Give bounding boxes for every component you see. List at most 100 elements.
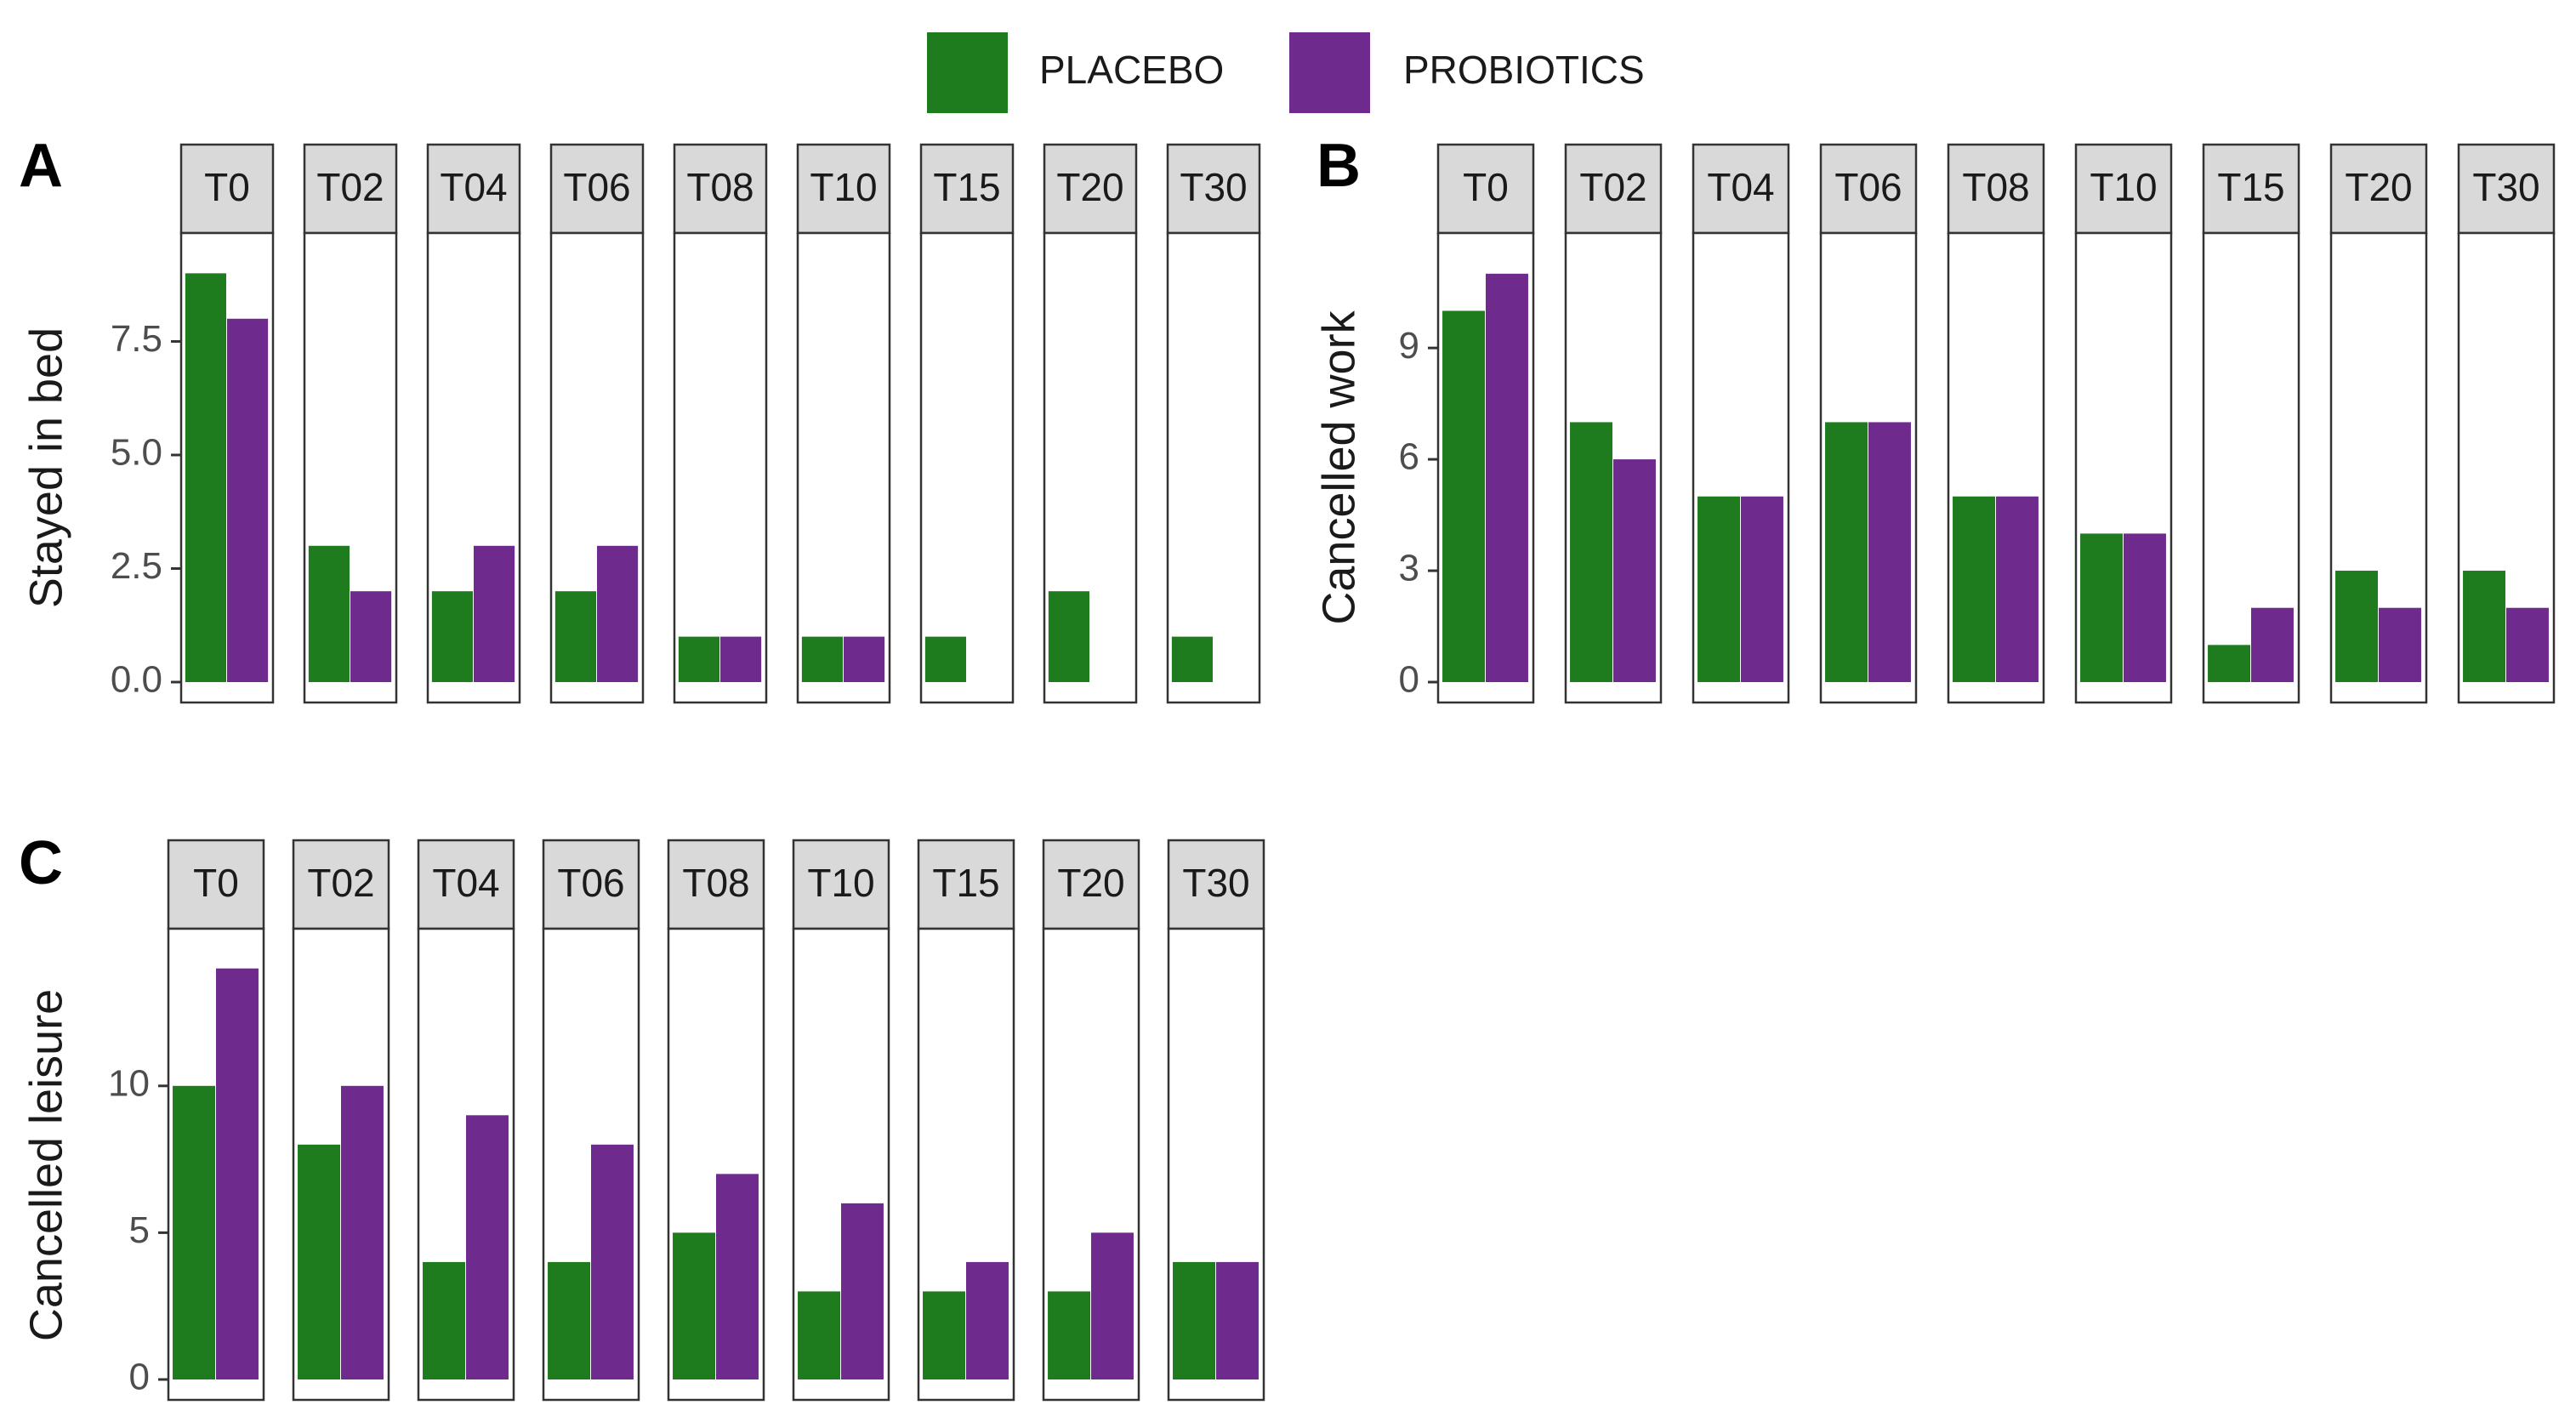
facet-strip-label: T15 xyxy=(932,861,999,905)
facet-t10: T10 xyxy=(2074,143,2173,704)
bar-probiotics xyxy=(1486,273,1528,682)
facet-strip xyxy=(542,839,640,930)
facet-t20: T20 xyxy=(1042,839,1140,1402)
facet-strip xyxy=(2074,143,2173,235)
facet-t10: T10 xyxy=(796,143,891,704)
bar-probiotics xyxy=(716,1174,759,1379)
bar-placebo xyxy=(1697,496,1740,682)
facet-t04: T04 xyxy=(417,839,515,1402)
bar-probiotics xyxy=(844,636,885,682)
facet-t02: T02 xyxy=(292,839,390,1402)
bar-placebo xyxy=(2080,533,2123,682)
bar-placebo xyxy=(554,591,596,682)
bar-probiotics xyxy=(216,968,259,1379)
bar-placebo xyxy=(673,1232,715,1379)
legend-key xyxy=(927,32,1008,113)
facet-t0: T0 xyxy=(167,839,265,1402)
facet-strip-label: T0 xyxy=(1463,165,1509,209)
bar-placebo xyxy=(1171,636,1213,682)
facet-strip xyxy=(673,143,768,235)
legend-item: PLACEBO xyxy=(927,32,1224,113)
facet-t0: T0 xyxy=(179,143,275,704)
facet-plot-area xyxy=(919,231,1015,704)
facet-t06: T06 xyxy=(549,143,645,704)
panel-a: A Stayed in bed 0.0 2.5 5.0 7.5 T0 T02 T04 T06 T08… xyxy=(19,132,1261,704)
facet-strip xyxy=(549,143,645,235)
bar-placebo xyxy=(2463,571,2505,682)
facet-strip-label: T20 xyxy=(2345,165,2412,209)
bar-placebo xyxy=(1442,310,1485,682)
bar-probiotics xyxy=(474,545,515,682)
bar-placebo xyxy=(1953,496,1995,682)
y-axis-label: Stayed in bed xyxy=(20,327,71,608)
facet-strip xyxy=(796,143,891,235)
facet-strip xyxy=(426,143,521,235)
bar-placebo xyxy=(1173,1261,1215,1379)
facet-strip-label: T06 xyxy=(557,861,624,905)
legend-label: PROBIOTICS xyxy=(1403,48,1645,92)
facet-strip xyxy=(667,839,765,930)
legend: PLACEBO PROBIOTICS xyxy=(927,32,1645,113)
facet-strip-label: T08 xyxy=(1962,165,2029,209)
bar-probiotics xyxy=(1613,459,1656,682)
panel-c: C Cancelled leisure 0 5 10 T0 T02 T04 T06 T08 T10 T… xyxy=(19,829,1265,1402)
facet-strip xyxy=(1043,143,1138,235)
facet-strip-label: T15 xyxy=(2217,165,2284,209)
facet-strip xyxy=(417,839,515,930)
y-tick-label: 9 xyxy=(1399,325,1419,367)
facet-strip-label: T08 xyxy=(686,165,753,209)
bar-placebo xyxy=(924,636,966,682)
bar-placebo xyxy=(548,1261,590,1379)
facet-t15: T15 xyxy=(917,839,1015,1402)
facet-strip xyxy=(1042,839,1140,930)
facet-strip-label: T30 xyxy=(1182,861,1249,905)
facet-strip-label: T20 xyxy=(1056,165,1123,209)
bar-placebo xyxy=(1048,1291,1090,1379)
facet-t04: T04 xyxy=(426,143,521,704)
facet-strip-label: T20 xyxy=(1057,861,1124,905)
bar-placebo xyxy=(1570,422,1612,682)
facet-strip-label: T10 xyxy=(2090,165,2157,209)
facet-plot-area xyxy=(1166,231,1261,704)
facet-strip-label: T30 xyxy=(2472,165,2539,209)
facet-strip-label: T0 xyxy=(193,861,239,905)
bar-probiotics xyxy=(1091,1232,1134,1379)
facet-strip xyxy=(179,143,275,235)
y-tick-label: 0 xyxy=(129,1357,150,1398)
facet-plot-area xyxy=(673,231,768,704)
facet-t06: T06 xyxy=(542,839,640,1402)
panel-tag: A xyxy=(19,132,63,200)
facet-strip-label: T06 xyxy=(563,165,630,209)
facet-strip-label: T10 xyxy=(807,861,874,905)
y-tick-label: 2.5 xyxy=(111,545,162,587)
bar-placebo xyxy=(423,1261,465,1379)
panel-b: B Cancelled work 0 3 6 9 T0 T02 T04 T06 T08 T10 T15 T… xyxy=(1313,132,2556,704)
legend-item: PROBIOTICS xyxy=(1289,32,1645,113)
facet-strip xyxy=(1166,143,1261,235)
bar-probiotics xyxy=(1216,1261,1259,1379)
bar-placebo xyxy=(185,273,226,682)
legend-label: PLACEBO xyxy=(1039,48,1224,92)
facet-t30: T30 xyxy=(1167,839,1265,1402)
facet-strip-label: T02 xyxy=(307,861,374,905)
legend-key xyxy=(1289,32,1370,113)
bar-probiotics xyxy=(720,636,762,682)
bar-placebo xyxy=(298,1144,340,1379)
panel-tag: C xyxy=(19,829,63,897)
facet-strip xyxy=(303,143,398,235)
panel-tag: B xyxy=(1316,132,1361,200)
facet-t10: T10 xyxy=(792,839,890,1402)
bar-placebo xyxy=(923,1291,965,1379)
bar-probiotics xyxy=(2124,533,2166,682)
facet-strip-label: T02 xyxy=(1579,165,1646,209)
facet-strip xyxy=(2202,143,2300,235)
facet-t08: T08 xyxy=(667,839,765,1402)
facet-t02: T02 xyxy=(303,143,398,704)
facet-t30: T30 xyxy=(2457,143,2556,704)
facet-strip-label: T30 xyxy=(1180,165,1247,209)
facet-t0: T0 xyxy=(1436,143,1535,704)
facet-strip xyxy=(1819,143,1918,235)
facet-plot-area xyxy=(796,231,891,704)
y-tick-label: 10 xyxy=(108,1062,150,1104)
facet-t20: T20 xyxy=(1043,143,1138,704)
